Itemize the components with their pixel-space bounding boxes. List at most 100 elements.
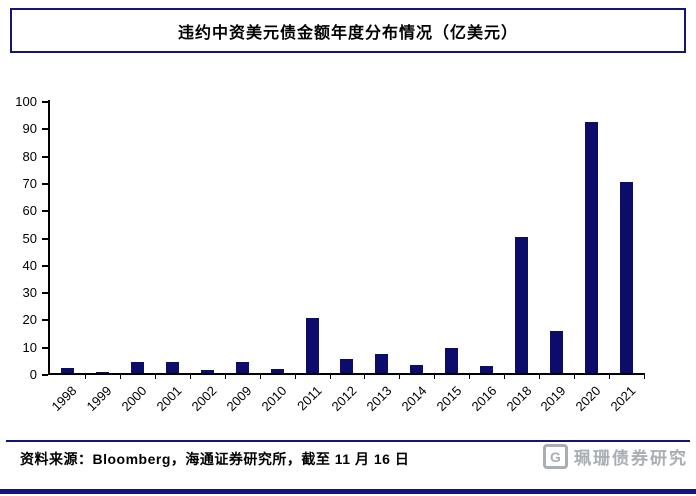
bar	[480, 366, 494, 373]
bar	[550, 330, 564, 373]
bar	[445, 348, 459, 373]
footer-divider-line	[6, 440, 690, 442]
x-tick-label: 2002	[188, 383, 220, 415]
x-tick-mark	[643, 373, 645, 379]
bar-slot	[85, 100, 121, 379]
x-tick-label: 1999	[83, 383, 115, 415]
bar-slot	[504, 100, 541, 379]
y-tick-label: 60	[22, 203, 37, 219]
y-tick-mark	[42, 101, 48, 103]
x-tick-label: 2014	[398, 383, 430, 415]
x-tick-label: 2010	[258, 383, 290, 415]
x-tick-mark	[84, 373, 86, 379]
bottom-border-line	[0, 489, 696, 494]
bar-slot	[539, 100, 576, 379]
watermark: G 珮珊债券研究	[543, 444, 688, 469]
bar	[270, 368, 284, 373]
x-tick-mark	[329, 373, 331, 379]
x-tick-mark	[539, 373, 541, 379]
y-tick-mark	[42, 128, 48, 131]
x-tick-label: 2020	[572, 383, 604, 415]
x-tick-label: 2019	[537, 383, 570, 415]
x-tick-mark	[434, 373, 436, 379]
bar-slot	[364, 100, 401, 379]
x-tick-mark	[294, 373, 296, 379]
bar-slot	[225, 100, 261, 379]
y-tick-label: 50	[22, 230, 37, 246]
x-tick-mark	[504, 373, 506, 379]
x-tick-mark	[574, 373, 576, 379]
x-tick-label: 2012	[328, 383, 360, 415]
x-tick-mark	[189, 373, 191, 379]
bar	[410, 364, 424, 373]
bar-slot	[609, 100, 645, 379]
x-tick-mark	[609, 373, 610, 379]
x-tick-mark	[469, 373, 471, 379]
x-tick-mark	[119, 373, 121, 379]
x-tick-label: 2011	[294, 383, 325, 414]
x-tick-mark	[224, 373, 226, 379]
bar-chart: 0 10 20 30 40 50 60 70 80 90 100 1998 1999 2000 2001 2…	[15, 94, 645, 414]
y-tick-mark	[42, 292, 48, 295]
x-tick-label: 1998	[48, 383, 80, 415]
x-tick-mark	[399, 373, 401, 379]
bar-slot	[50, 100, 86, 379]
y-tick-label: 90	[22, 121, 37, 137]
plot-area	[48, 100, 645, 379]
bar-slot	[120, 100, 156, 379]
y-tick-label: 10	[22, 339, 37, 355]
bar	[130, 362, 144, 373]
x-axis-labels: 1998 1999 2000 2001 2002 2009 2010 2011 2012 2013…	[48, 375, 644, 425]
x-tick-mark	[154, 373, 156, 379]
bar-slot	[260, 100, 296, 379]
bar-slot	[399, 100, 436, 379]
y-tick-label: 30	[22, 285, 37, 301]
x-tick-label: 2001	[153, 383, 185, 415]
y-tick-label: 70	[22, 175, 37, 191]
y-tick-label: 80	[22, 148, 37, 164]
x-tick-mark	[364, 373, 366, 379]
source-note: 资料来源：Bloomberg，海通证券研究所，截至 11 月 16 日	[20, 451, 410, 467]
bar-slot	[469, 100, 506, 379]
bar-slot	[155, 100, 191, 379]
x-tick-label: 2016	[468, 383, 500, 415]
bar	[200, 370, 214, 373]
y-tick-label: 40	[22, 257, 37, 273]
y-tick-label: 100	[15, 94, 37, 109]
x-tick-label: 2013	[363, 383, 395, 415]
x-tick-label: 2015	[433, 383, 465, 415]
y-tick-mark	[42, 182, 48, 185]
x-tick-label: 2021	[607, 383, 639, 415]
y-tick-label: 20	[22, 312, 37, 328]
y-tick-mark	[42, 155, 48, 158]
bar-slot	[574, 100, 610, 379]
y-tick-label: 0	[29, 367, 37, 382]
bar	[235, 362, 249, 373]
y-tick-mark	[42, 210, 48, 213]
chart-title-box: 违约中资美元债金额年度分布情况（亿美元）	[10, 8, 686, 53]
bar	[95, 371, 109, 373]
x-tick-mark	[259, 373, 261, 379]
x-tick-label: 2009	[223, 383, 255, 415]
bar	[60, 367, 74, 373]
bar-slot	[330, 100, 366, 379]
y-tick-mark	[42, 237, 48, 240]
y-tick-mark	[42, 319, 48, 322]
x-tick-label: 2000	[118, 383, 150, 415]
watermark-text: 珮珊债券研究	[574, 449, 688, 468]
y-axis: 0 10 20 30 40 50 60 70 80 90 100	[2, 94, 48, 382]
bar	[375, 353, 389, 373]
bar	[305, 318, 319, 373]
y-tick-mark	[42, 374, 48, 376]
bar-slot	[295, 100, 331, 379]
y-tick-mark	[42, 264, 48, 267]
bar	[340, 359, 354, 373]
bar-slot	[190, 100, 226, 379]
bar-slot	[434, 100, 471, 379]
watermark-logo-icon: G	[543, 444, 568, 469]
bar	[165, 362, 179, 373]
y-tick-mark	[42, 346, 48, 349]
bar	[619, 181, 633, 373]
bar	[585, 121, 599, 373]
